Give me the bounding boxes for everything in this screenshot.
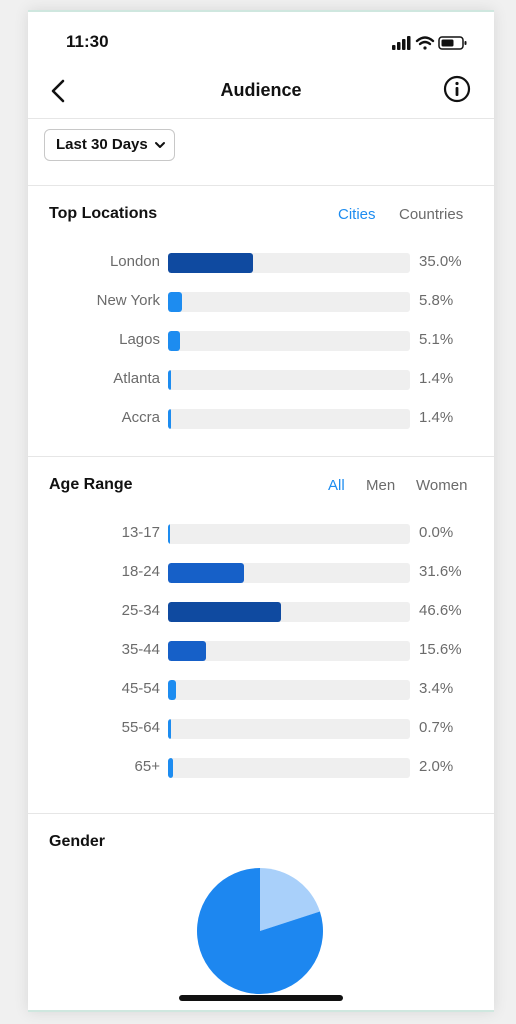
- location-bar: [168, 331, 181, 351]
- age-bar-track: [168, 758, 410, 778]
- tab-women[interactable]: Women: [416, 477, 468, 494]
- age-bar-track: [168, 680, 410, 700]
- location-bar-track: [168, 253, 410, 273]
- tab-all[interactable]: All: [328, 477, 345, 494]
- location-bar-track: [168, 370, 410, 390]
- location-bar: [168, 370, 172, 390]
- age-label: 25-34: [121, 602, 160, 619]
- status-icons: [392, 36, 467, 50]
- location-row: Lagos 5.1%: [28, 329, 494, 353]
- location-bar: [168, 292, 183, 312]
- age-value: 3.4%: [419, 680, 454, 697]
- location-row: London 35.0%: [28, 251, 494, 275]
- age-value: 0.7%: [419, 719, 454, 736]
- header-divider: [28, 118, 494, 119]
- age-label: 13-17: [121, 524, 160, 541]
- age-bar: [168, 524, 170, 544]
- location-value: 5.1%: [419, 331, 454, 348]
- location-row: Accra 1.4%: [28, 407, 494, 431]
- section-divider: [28, 813, 494, 814]
- location-bar: [168, 409, 172, 429]
- age-row: 13-17 0.0%: [28, 522, 494, 546]
- age-bar-track: [168, 524, 410, 544]
- date-range-label: Last 30 Days: [56, 136, 148, 153]
- age-value: 31.6%: [419, 563, 462, 580]
- age-bar-track: [168, 602, 410, 622]
- location-value: 1.4%: [419, 409, 454, 426]
- filter-divider: [28, 185, 494, 186]
- age-label: 18-24: [121, 563, 160, 580]
- age-value: 0.0%: [419, 524, 454, 541]
- age-value: 15.6%: [419, 641, 462, 658]
- gender-pie-slice-0: [260, 868, 320, 931]
- home-indicator: [179, 995, 343, 1001]
- location-bar-track: [168, 292, 410, 312]
- section-divider: [28, 456, 494, 457]
- age-label: 55-64: [121, 719, 160, 736]
- date-range-dropdown[interactable]: Last 30 Days: [44, 129, 175, 161]
- chevron-down-icon: [154, 142, 165, 148]
- age-label: 45-54: [121, 680, 160, 697]
- nav-bar: Audience: [28, 70, 494, 118]
- age-bar: [168, 680, 177, 700]
- age-bar-track: [168, 719, 410, 739]
- gender-pie-chart: [197, 868, 323, 994]
- location-label: Atlanta: [113, 370, 160, 387]
- location-bar-track: [168, 409, 410, 429]
- age-value: 2.0%: [419, 758, 454, 775]
- age-row: 55-64 0.7%: [28, 717, 494, 741]
- age-row: 45-54 3.4%: [28, 678, 494, 702]
- location-bar: [168, 253, 253, 273]
- location-value: 5.8%: [419, 292, 454, 309]
- age-bar: [168, 602, 281, 622]
- location-value: 35.0%: [419, 253, 462, 270]
- age-bar: [168, 563, 245, 583]
- location-row: New York 5.8%: [28, 290, 494, 314]
- age-label: 35-44: [121, 641, 160, 658]
- age-bar-track: [168, 563, 410, 583]
- wifi-icon: [415, 36, 435, 50]
- location-label: London: [109, 253, 160, 270]
- location-row: Atlanta 1.4%: [28, 368, 494, 392]
- age-row: 35-44 15.6%: [28, 639, 494, 663]
- status-time: 11:30: [66, 32, 109, 51]
- age-range-title: Age Range: [49, 476, 133, 493]
- tab-cities[interactable]: Cities: [338, 206, 376, 223]
- gender-pie-slice-1: [197, 868, 323, 994]
- age-bar: [168, 758, 173, 778]
- age-value: 46.6%: [419, 602, 462, 619]
- battery-icon: [438, 36, 467, 50]
- age-bar: [168, 641, 206, 661]
- age-row: 65+ 2.0%: [28, 756, 494, 780]
- location-value: 1.4%: [419, 370, 454, 387]
- age-bar: [168, 719, 171, 739]
- age-bar-track: [168, 641, 410, 661]
- status-bar: 11:30: [28, 12, 494, 70]
- age-label: 65+: [134, 758, 160, 775]
- top-locations-title: Top Locations: [49, 205, 158, 222]
- back-chevron-icon[interactable]: [46, 76, 72, 106]
- tab-countries[interactable]: Countries: [399, 206, 464, 223]
- phone-screen: 11:30 Audience: [28, 10, 494, 1012]
- location-bar-track: [168, 331, 410, 351]
- signal-icon: [392, 36, 411, 50]
- location-label: New York: [96, 292, 160, 309]
- tab-men[interactable]: Men: [366, 477, 396, 494]
- age-row: 18-24 31.6%: [28, 561, 494, 585]
- location-label: Accra: [121, 409, 160, 426]
- gender-title: Gender: [49, 833, 106, 850]
- age-row: 25-34 46.6%: [28, 600, 494, 624]
- page-title: Audience: [220, 80, 302, 100]
- info-icon[interactable]: [442, 74, 472, 104]
- location-label: Lagos: [119, 331, 160, 348]
